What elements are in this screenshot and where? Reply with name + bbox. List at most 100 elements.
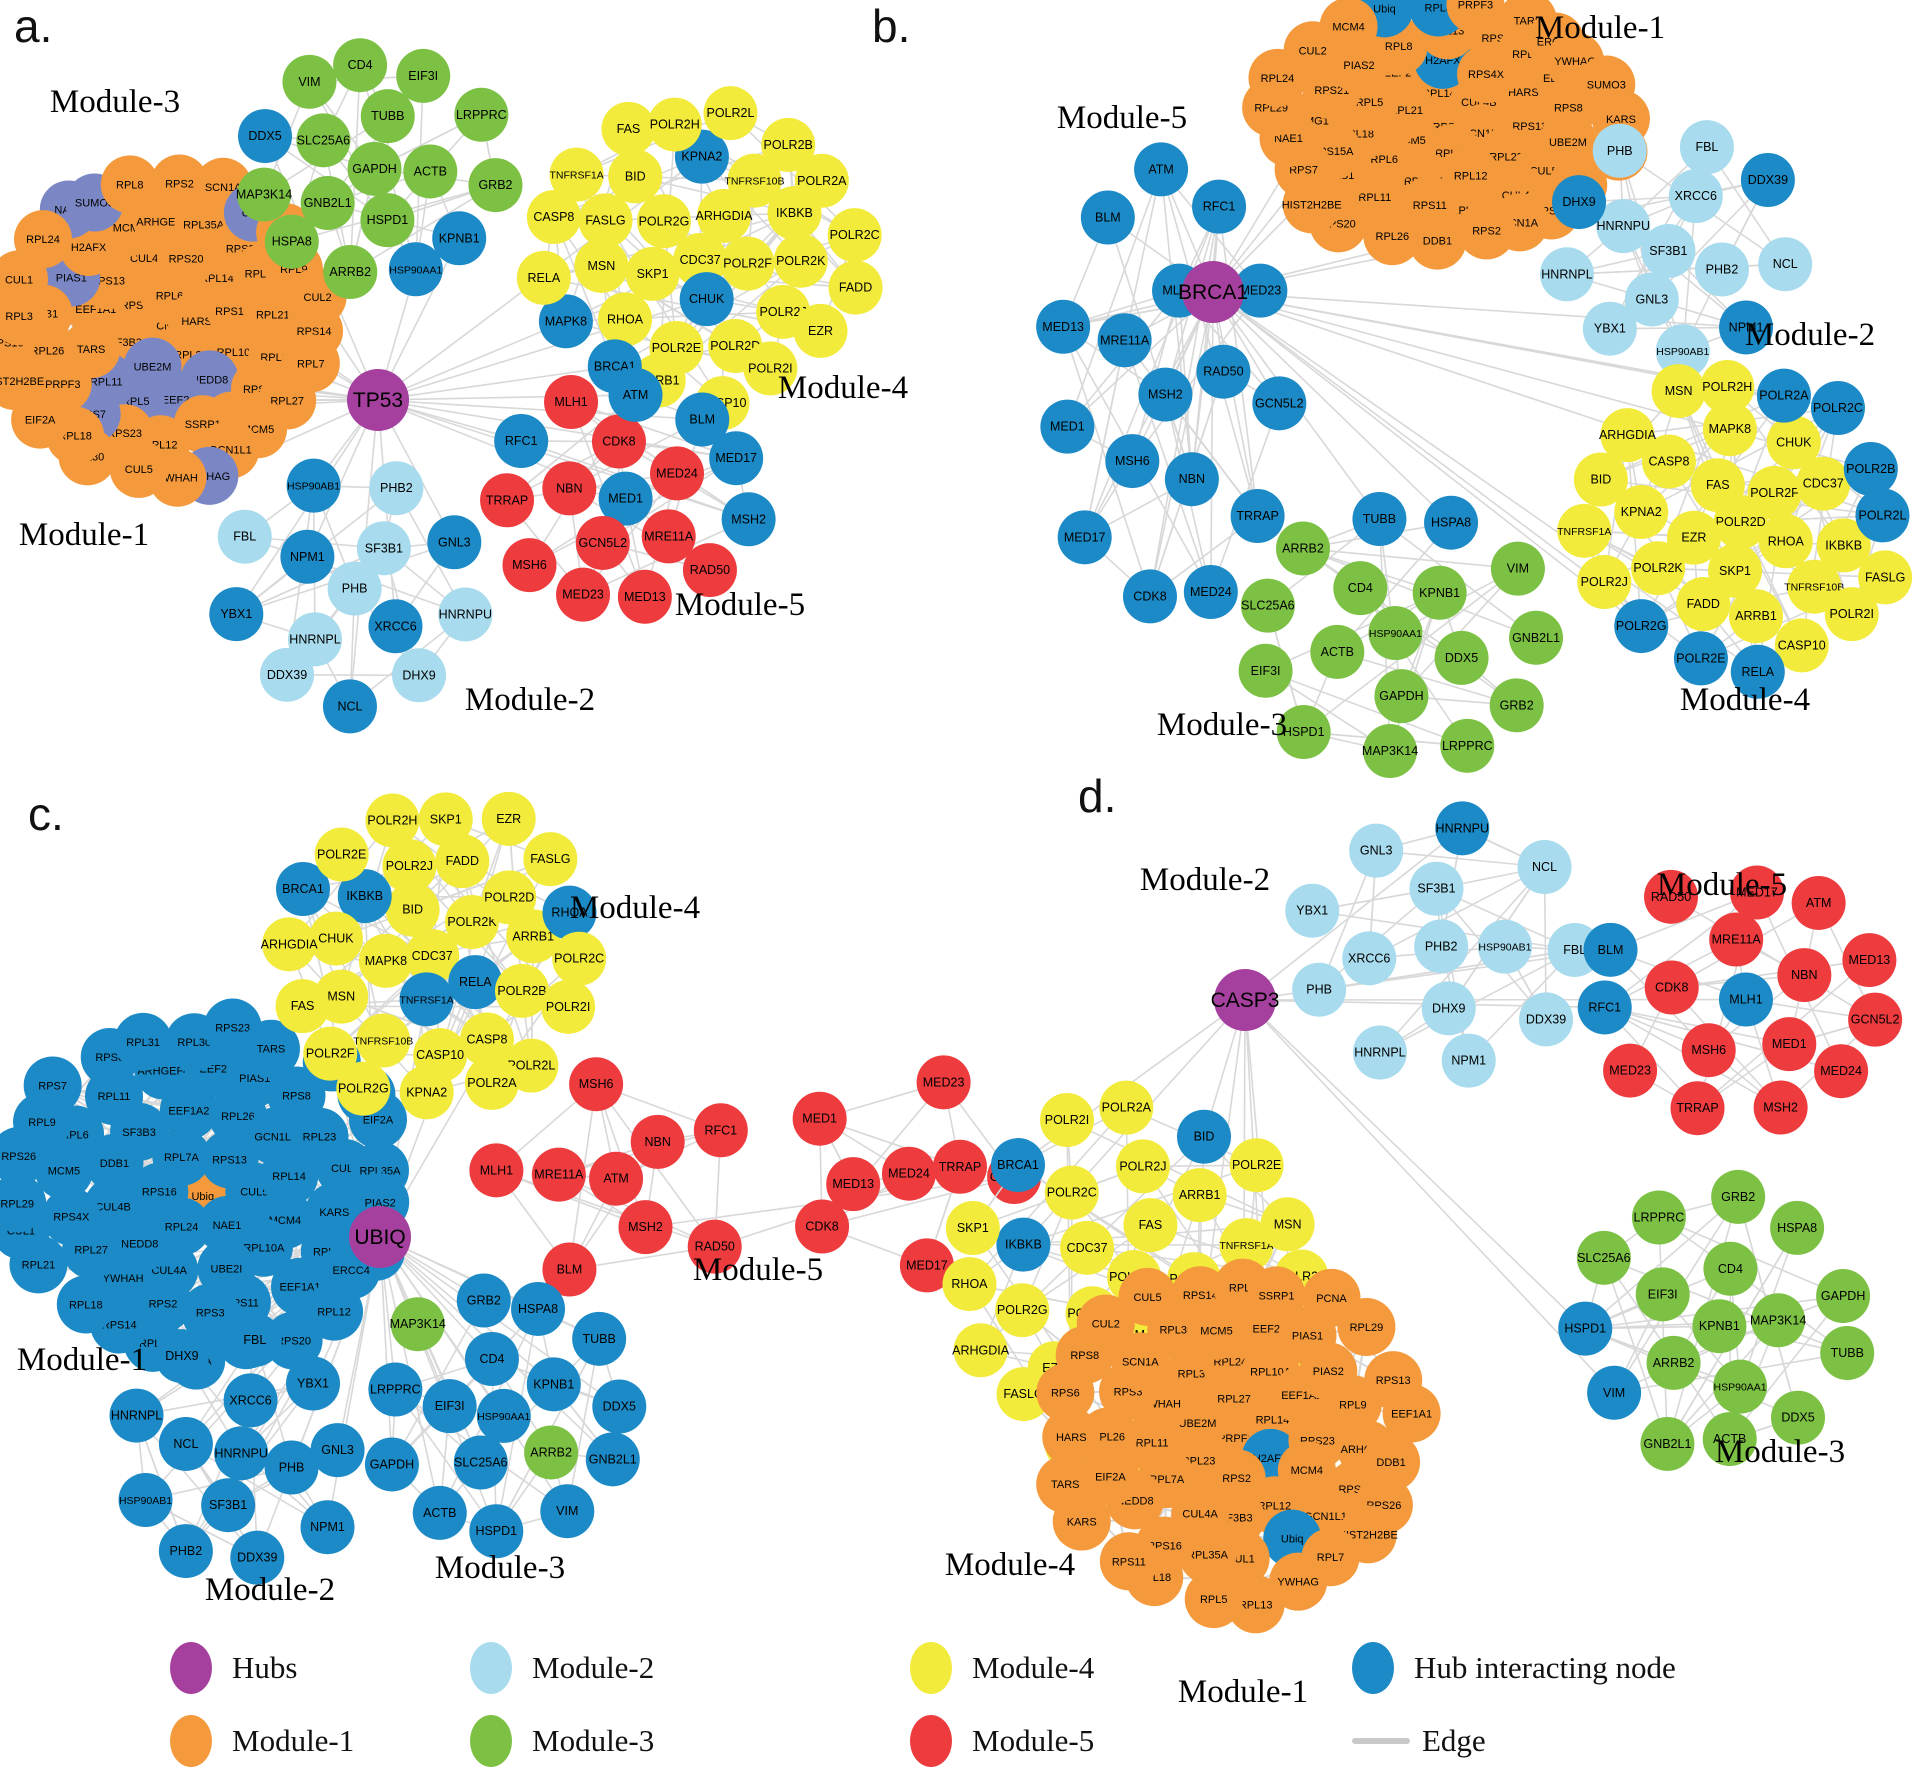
node-POLR2G[interactable]: POLR2G: [636, 194, 691, 249]
hub-node-UBIQ[interactable]: UBIQ: [349, 1206, 411, 1268]
node-EEF1A1[interactable]: EEF1A1: [1382, 1384, 1441, 1443]
node-ACTB[interactable]: ACTB: [412, 1485, 467, 1540]
node-YBX1[interactable]: YBX1: [286, 1356, 341, 1411]
node-HNRNPU[interactable]: HNRNPU: [214, 1426, 269, 1481]
node-GNB2L1[interactable]: GNB2L1: [1509, 610, 1564, 665]
node-ARHGDIA[interactable]: ARHGDIA: [261, 917, 319, 972]
node-ATM[interactable]: ATM: [1791, 875, 1846, 930]
node-MLH1[interactable]: MLH1: [469, 1143, 524, 1198]
node-MED1[interactable]: MED1: [1040, 399, 1095, 454]
node-EZR[interactable]: EZR: [793, 303, 848, 358]
node-XRCC6[interactable]: XRCC6: [1668, 169, 1723, 224]
node-NCL[interactable]: NCL: [1517, 840, 1572, 895]
hub-node-BRCA1[interactable]: BRCA1: [1178, 261, 1248, 323]
node-PHB2[interactable]: PHB2: [369, 461, 424, 516]
node-GRB2[interactable]: GRB2: [468, 158, 523, 213]
node-FAS[interactable]: FAS: [1690, 458, 1745, 513]
node-MSH6[interactable]: MSH6: [1681, 1023, 1736, 1078]
node-HSP90AA1[interactable]: HSP90AA1: [476, 1388, 531, 1443]
node-MLH1[interactable]: MLH1: [544, 375, 599, 430]
node-POLR2I[interactable]: POLR2I: [1039, 1093, 1094, 1148]
node-HNRNPU[interactable]: HNRNPU: [438, 587, 493, 642]
node-YBX1[interactable]: YBX1: [1582, 301, 1637, 356]
node-ATM[interactable]: ATM: [589, 1151, 644, 1206]
node-POLR2E[interactable]: POLR2E: [1673, 631, 1728, 686]
node-FADD[interactable]: FADD: [828, 260, 883, 315]
node-MED17[interactable]: MED17: [709, 431, 764, 486]
node-MSH2[interactable]: MSH2: [1753, 1080, 1808, 1135]
node-KPNB1[interactable]: KPNB1: [1692, 1299, 1747, 1354]
node-XRCC6[interactable]: XRCC6: [223, 1373, 278, 1428]
node-MED13[interactable]: MED13: [617, 569, 672, 624]
node-FBL[interactable]: FBL: [227, 1312, 282, 1367]
node-NPM1[interactable]: NPM1: [1441, 1033, 1496, 1088]
node-MSH2[interactable]: MSH2: [721, 492, 776, 547]
node-MSH6[interactable]: MSH6: [1105, 434, 1160, 489]
node-MSH2[interactable]: MSH2: [1138, 367, 1193, 422]
node-POLR2B[interactable]: POLR2B: [494, 963, 549, 1018]
node-PHB[interactable]: PHB: [1592, 123, 1647, 178]
node-FASLG[interactable]: FASLG: [523, 832, 578, 887]
node-RPL31[interactable]: RPL31: [114, 1012, 173, 1071]
node-EIF3I[interactable]: EIF3I: [396, 48, 451, 103]
node-MED23[interactable]: MED23: [1603, 1043, 1658, 1098]
node-IKBKB[interactable]: IKBKB: [996, 1217, 1051, 1272]
node-PHB[interactable]: PHB: [1292, 962, 1347, 1017]
node-ARRB2[interactable]: ARRB2: [323, 245, 378, 300]
node-POLR2H[interactable]: POLR2H: [365, 793, 420, 848]
node-POLR2C[interactable]: POLR2C: [1810, 381, 1865, 436]
node-POLR2I[interactable]: POLR2I: [541, 979, 596, 1034]
node-NBN[interactable]: NBN: [1777, 948, 1832, 1003]
node-POLR2H[interactable]: POLR2H: [1700, 360, 1755, 415]
node-GNB2L1[interactable]: GNB2L1: [585, 1432, 640, 1487]
node-SLC25A6[interactable]: SLC25A6: [1240, 578, 1295, 633]
node-EIF3I[interactable]: EIF3I: [422, 1379, 477, 1434]
node-GRB2[interactable]: GRB2: [456, 1273, 511, 1328]
node-CD4[interactable]: CD4: [333, 38, 388, 93]
node-DHX9[interactable]: DHX9: [1552, 175, 1607, 230]
node-CDC37[interactable]: CDC37: [1060, 1220, 1115, 1275]
node-RELA[interactable]: RELA: [448, 955, 503, 1010]
node-SF3B1[interactable]: SF3B1: [356, 521, 411, 576]
node-HSPA8[interactable]: HSPA8: [1770, 1200, 1825, 1255]
node-TUBB[interactable]: TUBB: [572, 1311, 627, 1366]
node-MRE11A[interactable]: MRE11A: [531, 1147, 586, 1202]
node-ARRB2[interactable]: ARRB2: [1275, 521, 1330, 576]
node-RAD50[interactable]: RAD50: [1196, 344, 1251, 399]
node-FAS[interactable]: FAS: [601, 101, 656, 156]
node-GAPDH[interactable]: GAPDH: [364, 1437, 419, 1492]
node-RHOA[interactable]: RHOA: [942, 1257, 997, 1312]
node-ATM[interactable]: ATM: [1134, 142, 1189, 197]
node-HSPA8[interactable]: HSPA8: [264, 214, 319, 269]
node-POLR2L[interactable]: POLR2L: [703, 86, 758, 141]
node-NBN[interactable]: NBN: [1164, 452, 1219, 507]
node-ARRB1[interactable]: ARRB1: [1172, 1168, 1227, 1223]
node-HSP90AB1[interactable]: HSP90AB1: [286, 458, 341, 513]
node-GRB2[interactable]: GRB2: [1489, 678, 1544, 733]
node-POLR2F[interactable]: POLR2F: [303, 1026, 358, 1081]
node-NBN[interactable]: NBN: [542, 461, 597, 516]
node-ARRB1[interactable]: ARRB1: [1728, 589, 1783, 644]
node-POLR2C[interactable]: POLR2C: [1044, 1165, 1099, 1220]
node-MED13[interactable]: MED13: [1842, 933, 1897, 988]
node-CDK8[interactable]: CDK8: [591, 414, 646, 469]
node-RPL24[interactable]: RPL24: [14, 210, 73, 269]
node-TNFRSF1A[interactable]: TNFRSF1A: [1557, 503, 1611, 558]
node-VIM[interactable]: VIM: [282, 54, 337, 109]
node-CHUK[interactable]: CHUK: [1766, 415, 1821, 470]
node-ATM[interactable]: ATM: [608, 367, 663, 422]
node-GNB2L1[interactable]: GNB2L1: [1640, 1416, 1695, 1471]
node-FBL[interactable]: FBL: [217, 509, 272, 564]
node-SLC25A6[interactable]: SLC25A6: [296, 113, 351, 168]
node-GNL3[interactable]: GNL3: [427, 515, 482, 570]
node-PHB2[interactable]: PHB2: [158, 1524, 213, 1579]
hub-node-TP53[interactable]: TP53: [347, 369, 409, 431]
node-GCN5L2[interactable]: GCN5L2: [575, 515, 630, 570]
node-RPL18[interactable]: RPL18: [56, 1275, 115, 1334]
node-RPS11[interactable]: RPS11: [1099, 1532, 1158, 1591]
node-MED24[interactable]: MED24: [1183, 565, 1238, 620]
node-MED13[interactable]: MED13: [1036, 299, 1091, 354]
node-MLH1[interactable]: MLH1: [1718, 972, 1773, 1027]
node-NCL[interactable]: NCL: [322, 679, 377, 734]
node-MAP3K14[interactable]: MAP3K14: [1362, 724, 1418, 779]
